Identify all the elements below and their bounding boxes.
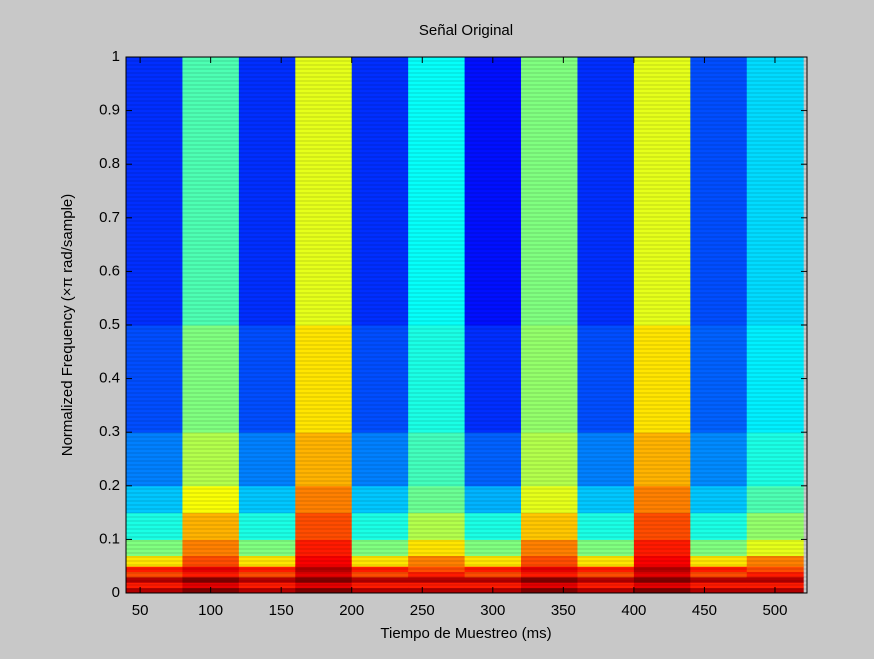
x-tick-label: 50: [132, 602, 149, 619]
x-tick-label: 400: [621, 602, 646, 619]
y-tick-label: 0.3: [99, 423, 120, 440]
x-tick-label: 100: [198, 602, 223, 619]
y-tick-label: 0.1: [99, 530, 120, 547]
x-tick-label: 500: [762, 602, 787, 619]
y-tick-label: 0.7: [99, 209, 120, 226]
x-tick-label: 450: [692, 602, 717, 619]
x-axis-label: Tiempo de Muestreo (ms): [380, 625, 551, 642]
y-tick-label: 0.2: [99, 477, 120, 494]
y-tick-label: 0.9: [99, 102, 120, 119]
y-tick-label: 0.6: [99, 262, 120, 279]
x-tick-label: 200: [339, 602, 364, 619]
x-tick-label: 250: [410, 602, 435, 619]
chart-title: Señal Original: [419, 22, 513, 39]
y-tick-label: 0.4: [99, 370, 120, 387]
y-tick-label: 1: [112, 48, 120, 65]
x-tick-label: 300: [480, 602, 505, 619]
y-axis-label: Normalized Frequency (×π rad/sample): [59, 194, 76, 457]
y-tick-label: 0.5: [99, 316, 120, 333]
x-tick-label: 350: [551, 602, 576, 619]
y-tick-label: 0: [112, 584, 120, 601]
x-tick-label: 150: [269, 602, 294, 619]
y-tick-label: 0.8: [99, 155, 120, 172]
texture: [126, 57, 807, 593]
